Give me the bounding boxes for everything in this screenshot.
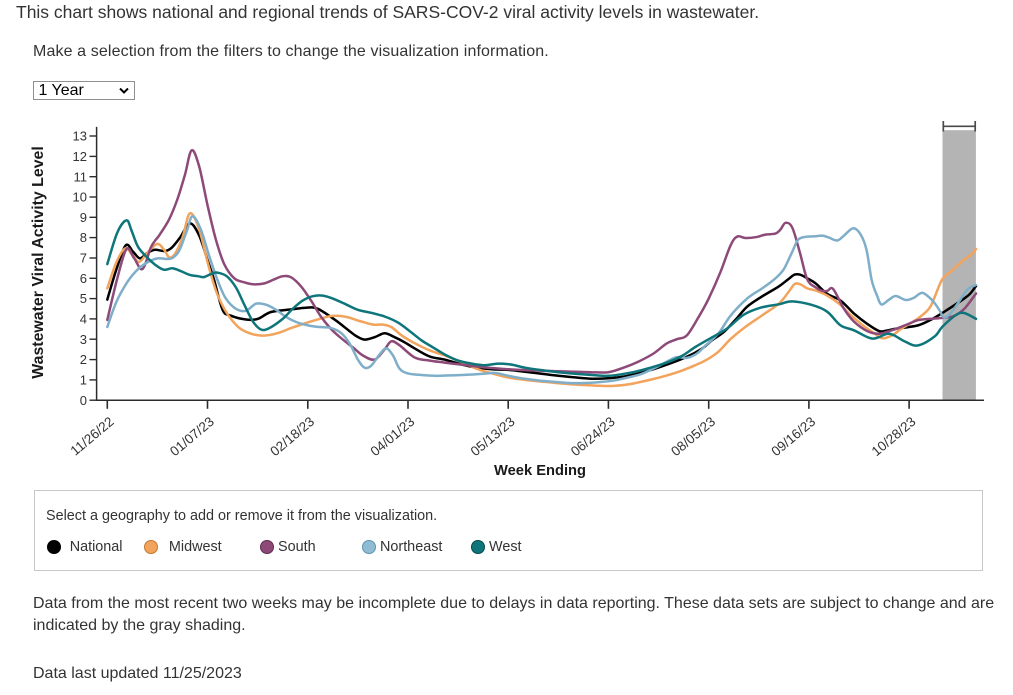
svg-text:0: 0 (80, 393, 87, 408)
svg-text:9: 9 (80, 210, 87, 225)
svg-text:10: 10 (73, 190, 87, 205)
svg-text:10/28/23: 10/28/23 (869, 414, 919, 459)
svg-text:05/13/23: 05/13/23 (468, 414, 518, 459)
svg-text:2: 2 (80, 352, 87, 367)
svg-text:06/24/23: 06/24/23 (568, 414, 618, 459)
svg-text:02/18/23: 02/18/23 (267, 414, 317, 459)
svg-text:09/16/23: 09/16/23 (768, 414, 818, 459)
svg-text:1: 1 (80, 373, 87, 388)
svg-text:6: 6 (80, 271, 87, 286)
svg-text:11: 11 (74, 169, 88, 184)
svg-text:Wastewater Viral Activity Leve: Wastewater Viral Activity Level (30, 146, 47, 379)
svg-text:11/26/22: 11/26/22 (68, 414, 117, 459)
svg-text:3: 3 (80, 332, 87, 347)
svg-text:12: 12 (73, 149, 87, 164)
svg-text:01/07/23: 01/07/23 (167, 414, 217, 459)
svg-text:13: 13 (73, 129, 87, 144)
svg-text:7: 7 (80, 251, 87, 266)
svg-text:08/05/23: 08/05/23 (668, 414, 718, 459)
svg-text:5: 5 (80, 291, 87, 306)
svg-text:8: 8 (80, 230, 87, 245)
svg-text:4: 4 (80, 312, 87, 327)
svg-text:Week Ending: Week Ending (494, 463, 586, 479)
svg-text:04/01/23: 04/01/23 (368, 414, 418, 459)
